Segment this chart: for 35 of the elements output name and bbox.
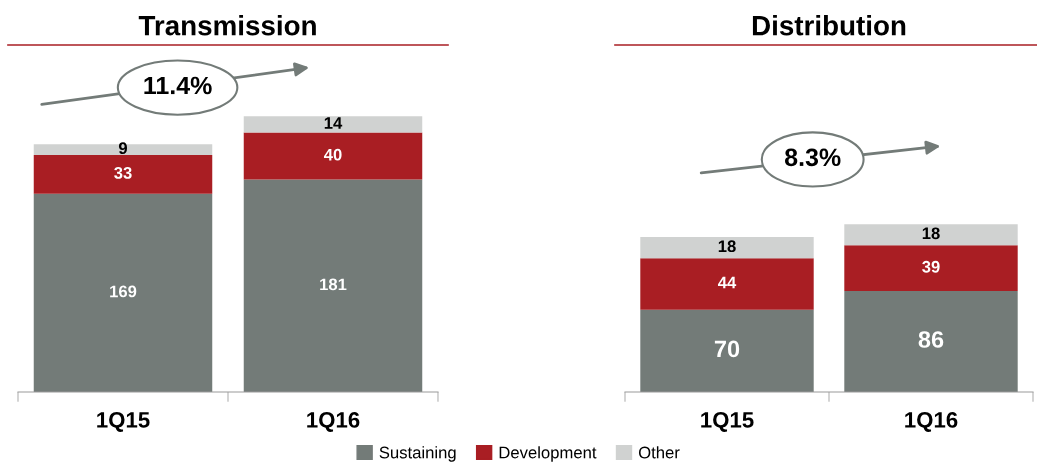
bar (243, 132, 423, 180)
data-label: 70 (714, 340, 740, 358)
legend-label: Sustaining (379, 446, 456, 462)
chart-title: Distribution (752, 15, 906, 36)
data-label: 169 (110, 285, 137, 298)
bar (844, 291, 1018, 392)
data-label: 14 (324, 117, 343, 129)
legend-label: Other (638, 446, 680, 459)
bar (33, 154, 213, 194)
text: 8.3% (784, 148, 841, 167)
data-label: 33 (114, 166, 132, 179)
bar (33, 193, 213, 392)
bar (844, 245, 1018, 292)
chart-title: Transmission (138, 15, 316, 36)
data-label: 86 (918, 331, 944, 348)
data-label: 18 (922, 227, 940, 240)
x-tick-label: 1Q15 (97, 412, 150, 432)
x-tick-label: 1Q15 (701, 412, 754, 432)
bar (243, 116, 423, 133)
x-tick-label: 1Q16 (905, 412, 958, 432)
text: 11.4% (144, 76, 212, 95)
bar (844, 224, 1018, 246)
data-label: 181 (320, 278, 347, 291)
data-label: 44 (717, 276, 737, 289)
bar (243, 179, 423, 392)
bar (640, 258, 814, 310)
legend-label: Development (499, 446, 597, 462)
x-tick-label: 1Q16 (307, 412, 360, 432)
data-label: 9 (118, 142, 128, 155)
bar (33, 144, 213, 155)
data-label: 18 (718, 240, 736, 253)
data-label: 39 (922, 260, 940, 273)
data-label: 40 (323, 148, 342, 161)
bar (640, 309, 814, 392)
bar (640, 237, 814, 259)
